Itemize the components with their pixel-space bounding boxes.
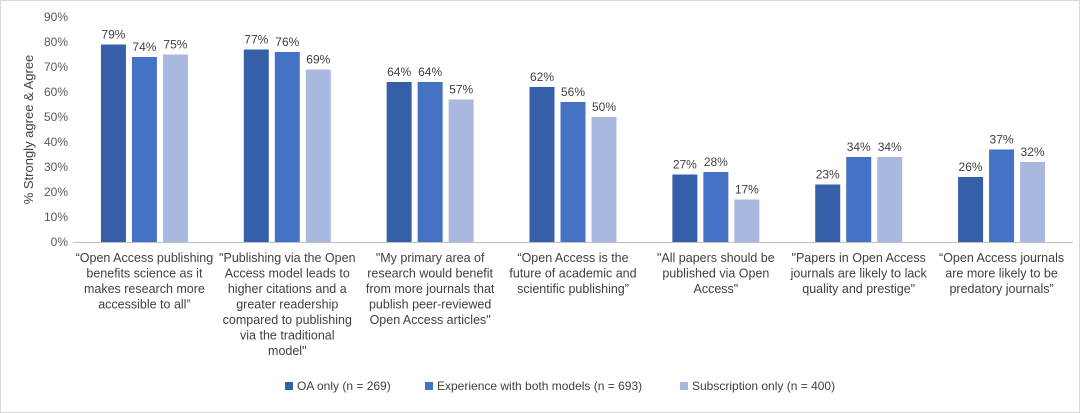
bars: [100, 44, 1046, 242]
legend: OA only (n = 269) Experience with both mo…: [285, 379, 835, 393]
bar: [448, 99, 474, 242]
bar: [417, 82, 443, 242]
data-label: 50%: [592, 100, 616, 114]
y-tick-label: 60%: [44, 85, 68, 99]
y-tick-label: 20%: [44, 185, 68, 199]
y-tick-label: 40%: [44, 135, 68, 149]
bar: [560, 102, 586, 242]
bar: [958, 177, 984, 242]
bar: [243, 49, 269, 242]
data-label: 27%: [673, 158, 697, 172]
bar: [162, 54, 188, 242]
y-tick-label: 0%: [51, 235, 69, 249]
bar: [591, 117, 617, 242]
bar: [305, 69, 331, 242]
legend-label: Subscription only (n = 400): [692, 379, 835, 393]
data-label: 34%: [847, 140, 871, 154]
y-axis-ticks: 0% 10% 20% 30% 40% 50% 60% 70% 80% 90%: [44, 10, 68, 249]
y-tick-label: 50%: [44, 110, 68, 124]
data-label: 62%: [530, 70, 554, 84]
category-labels: “Open Access publishing benefits science …: [76, 251, 1064, 358]
data-labels: 79% 74% 75% 77% 76% 69% 64% 64% 57% 62% 56% 50% 27% 2…: [101, 28, 1044, 197]
legend-swatch: [425, 382, 433, 390]
legend-label: OA only (n = 269): [297, 379, 391, 393]
category-label: "Publishing via the Open Access model lea…: [219, 251, 356, 358]
data-label: 37%: [990, 133, 1014, 147]
data-label: 26%: [959, 160, 983, 174]
y-tick-label: 10%: [44, 210, 68, 224]
bar: [386, 82, 412, 242]
data-label: 76%: [275, 35, 299, 49]
data-label: 56%: [561, 85, 585, 99]
data-label: 17%: [735, 183, 759, 197]
bar: [672, 174, 698, 242]
category-label: “Open Access is the future of academic an…: [509, 251, 636, 296]
bar: [989, 149, 1015, 242]
data-label: 64%: [387, 65, 411, 79]
bar: [529, 87, 555, 242]
data-label: 69%: [306, 53, 330, 67]
bar: [877, 157, 903, 242]
bar: [274, 52, 300, 242]
category-label: “Open Access publishing benefits science …: [76, 251, 214, 312]
data-label: 57%: [449, 83, 473, 97]
data-label: 28%: [704, 155, 728, 169]
legend-label: Experience with both models (n = 693): [437, 379, 642, 393]
legend-swatch: [285, 382, 293, 390]
y-axis-label: % Strongly agree & Agree: [21, 55, 36, 205]
bar: [815, 184, 841, 242]
data-label: 79%: [101, 28, 125, 42]
legend-swatch: [680, 382, 688, 390]
y-tick-label: 80%: [44, 35, 68, 49]
data-label: 77%: [244, 33, 268, 47]
bar: [703, 172, 729, 242]
category-label: "Papers in Open Access journals are likel…: [790, 251, 928, 296]
category-label: "All papers should be published via Open A…: [657, 251, 775, 296]
y-tick-label: 30%: [44, 160, 68, 174]
data-label: 23%: [816, 168, 840, 182]
bar: [1020, 162, 1046, 242]
data-label: 74%: [132, 40, 156, 54]
y-tick-label: 90%: [44, 10, 68, 24]
category-label: "My primary area of research would benefi…: [366, 251, 495, 327]
data-label: 75%: [163, 38, 187, 52]
bar: [100, 44, 126, 242]
data-label: 64%: [418, 65, 442, 79]
bar: [846, 157, 872, 242]
y-tick-label: 70%: [44, 60, 68, 74]
data-label: 34%: [878, 140, 902, 154]
category-label: “Open Access journals are more likely to …: [939, 251, 1064, 296]
bar: [131, 57, 157, 242]
bar: [734, 199, 760, 242]
data-label: 32%: [1021, 145, 1045, 159]
